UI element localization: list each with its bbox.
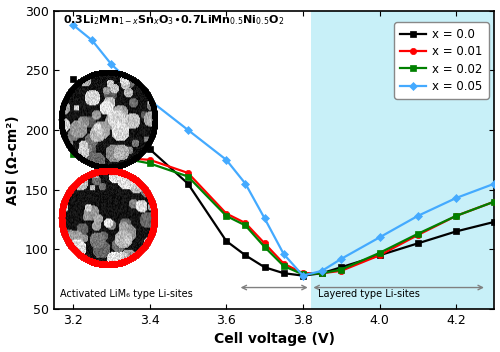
x = 0.01: [300, 271, 306, 275]
x = 0.05: [108, 62, 114, 67]
x = 0.01: [280, 262, 286, 266]
x = 0.05: [185, 128, 191, 132]
x = 0.0: [224, 239, 230, 243]
x = 0.0: [185, 182, 191, 186]
x = 0.01: [146, 158, 152, 162]
x = 0.05: [300, 274, 306, 278]
x = 0.05: [453, 196, 459, 200]
x = 0.01: [338, 269, 344, 273]
x = 0.0: [300, 274, 306, 278]
x = 0.02: [492, 200, 498, 204]
x = 0.02: [376, 251, 382, 255]
x = 0.05: [415, 214, 421, 218]
X-axis label: Cell voltage (V): Cell voltage (V): [214, 332, 334, 346]
Text: Layered type Li-sites: Layered type Li-sites: [318, 289, 420, 299]
x = 0.02: [262, 245, 268, 249]
x = 0.05: [262, 216, 268, 220]
Line: x = 0.0: x = 0.0: [70, 75, 498, 279]
Y-axis label: ASI (Ω-cm²): ASI (Ω-cm²): [6, 115, 20, 205]
Line: x = 0.02: x = 0.02: [70, 151, 498, 277]
x = 0.0: [319, 271, 325, 275]
Line: x = 0.01: x = 0.01: [70, 136, 498, 276]
x = 0.01: [492, 200, 498, 204]
x = 0.02: [453, 214, 459, 218]
x = 0.05: [492, 182, 498, 186]
x = 0.05: [242, 182, 248, 186]
x = 0.0: [242, 253, 248, 257]
x = 0.05: [146, 98, 152, 102]
x = 0.02: [70, 152, 76, 156]
x = 0.01: [415, 233, 421, 237]
x = 0.01: [70, 137, 76, 142]
x = 0.01: [185, 171, 191, 175]
x = 0.01: [128, 157, 134, 161]
x = 0.0: [280, 271, 286, 275]
x = 0.0: [146, 147, 152, 151]
Text: Activated LiM₆ type Li-sites: Activated LiM₆ type Li-sites: [60, 289, 192, 299]
Bar: [310, 11, 500, 309]
x = 0.05: [89, 38, 95, 43]
Line: x = 0.05: x = 0.05: [70, 22, 498, 279]
x = 0.05: [376, 235, 382, 239]
x = 0.0: [453, 229, 459, 233]
x = 0.02: [280, 264, 286, 268]
x = 0.02: [415, 232, 421, 236]
x = 0.02: [128, 158, 134, 162]
x = 0.05: [224, 158, 230, 162]
x = 0.05: [338, 257, 344, 261]
x = 0.02: [185, 174, 191, 178]
x = 0.02: [242, 223, 248, 227]
x = 0.01: [376, 253, 382, 257]
x = 0.0: [108, 113, 114, 118]
x = 0.01: [319, 271, 325, 275]
x = 0.05: [319, 269, 325, 273]
x = 0.02: [300, 272, 306, 277]
x = 0.05: [70, 23, 76, 27]
x = 0.02: [146, 161, 152, 165]
x = 0.0: [415, 241, 421, 245]
x = 0.0: [262, 265, 268, 269]
x = 0.01: [262, 241, 268, 245]
x = 0.0: [70, 76, 76, 81]
x = 0.05: [280, 252, 286, 256]
x = 0.0: [492, 220, 498, 224]
x = 0.01: [108, 154, 114, 158]
x = 0.02: [338, 268, 344, 272]
x = 0.02: [108, 154, 114, 158]
x = 0.01: [453, 214, 459, 218]
Text: 0.3Li$_2$Mn$_{1-x}$Sn$_x$O$_3$$\bullet$0.7LiMn$_{0.5}$Ni$_{0.5}$O$_2$: 0.3Li$_2$Mn$_{1-x}$Sn$_x$O$_3$$\bullet$0…: [62, 13, 284, 27]
Legend: x = 0.0, x = 0.01, x = 0.02, x = 0.05: x = 0.0, x = 0.01, x = 0.02, x = 0.05: [394, 23, 488, 99]
x = 0.0: [376, 253, 382, 257]
x = 0.02: [319, 271, 325, 275]
x = 0.01: [242, 221, 248, 225]
x = 0.0: [338, 265, 344, 269]
x = 0.02: [224, 214, 230, 218]
x = 0.01: [224, 212, 230, 216]
